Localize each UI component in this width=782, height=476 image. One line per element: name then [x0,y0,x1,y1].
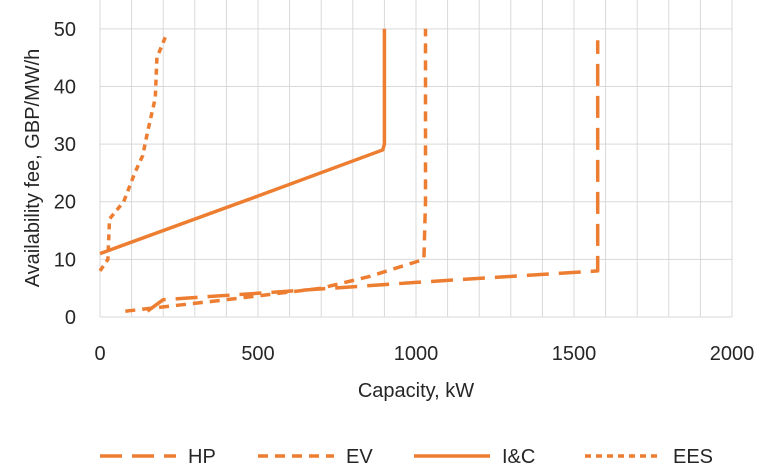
legend-label: EV [346,446,373,468]
legend-label: I&C [502,446,535,468]
x-axis-title: Capacity, kW [358,380,474,402]
y-tick-label: 0 [65,307,76,329]
y-tick-label: 20 [54,192,76,214]
series-line-i-c [99,28,387,256]
x-tick-label: 2000 [710,343,755,365]
legend-label: HP [188,446,216,468]
y-tick-labels: 0 10 20 30 40 50 [54,19,76,329]
series-lines [98,28,600,313]
y-tick-label: 40 [54,76,76,98]
y-tick-label: 50 [54,19,76,41]
legend-label: EES [673,446,713,468]
series-line-hp [146,40,600,313]
y-tick-label: 10 [54,249,76,271]
x-tick-label: 1000 [394,343,439,365]
y-axis-title: Availability fee, GBP/MW/h [22,49,44,288]
series-line-ev [125,28,428,313]
grid [99,0,733,318]
y-tick-label: 30 [54,134,76,156]
legend: HP EV I&C EES [100,446,713,468]
x-tick-label: 1500 [552,343,597,365]
x-tick-label: 500 [241,343,274,365]
series-line-ees [98,33,169,272]
x-tick-label: 0 [94,343,105,365]
x-tick-labels: 0 500 1000 1500 2000 [94,343,754,365]
